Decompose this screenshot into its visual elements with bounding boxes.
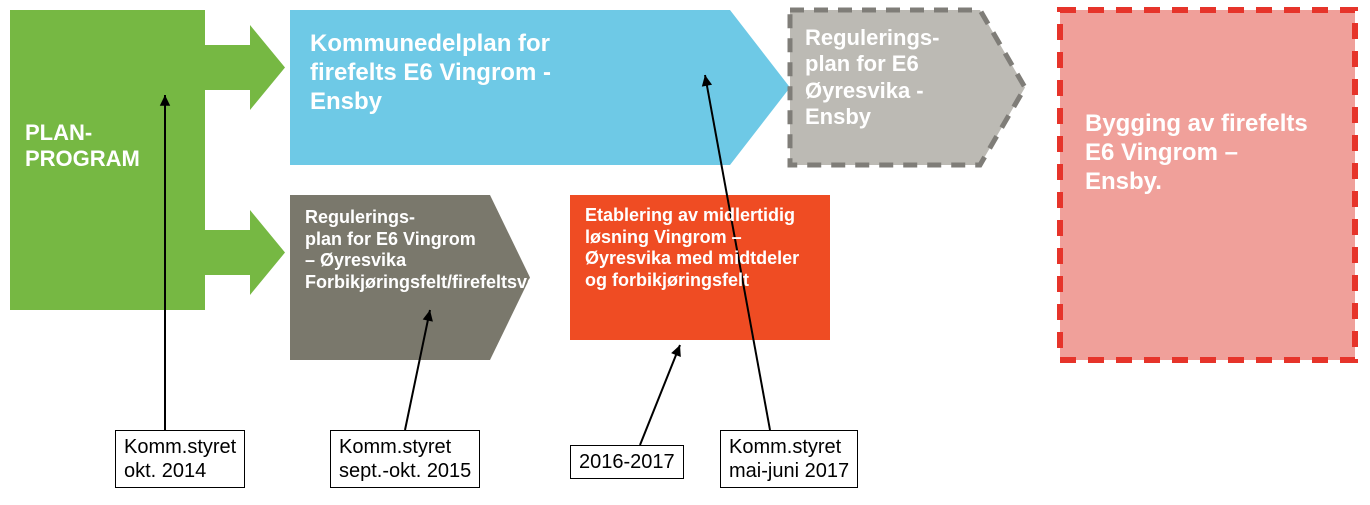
callout-c3: 2016-2017 — [570, 445, 684, 479]
callout-c2: Komm.styret sept.-okt. 2015 — [330, 430, 480, 488]
etablering-label: Etablering av midlertidig løsning Vingro… — [585, 205, 820, 291]
callout-c4: Komm.styret mai-juni 2017 — [720, 430, 858, 488]
bygging-label: Bygging av firefelts E6 Vingrom – Ensby. — [1085, 110, 1315, 196]
callout-c1: Komm.styret okt. 2014 — [115, 430, 245, 488]
reg_oyresvika-label: Regulerings- plan for E6 Øyresvika - Ens… — [805, 25, 985, 131]
planprogram-label: PLAN- PROGRAM — [25, 120, 190, 173]
kommunedelplan-label: Kommunedelplan for firefelts E6 Vingrom … — [310, 30, 600, 116]
reg_vingrom-label: Regulerings- plan for E6 Vingrom – Øyres… — [305, 207, 490, 293]
